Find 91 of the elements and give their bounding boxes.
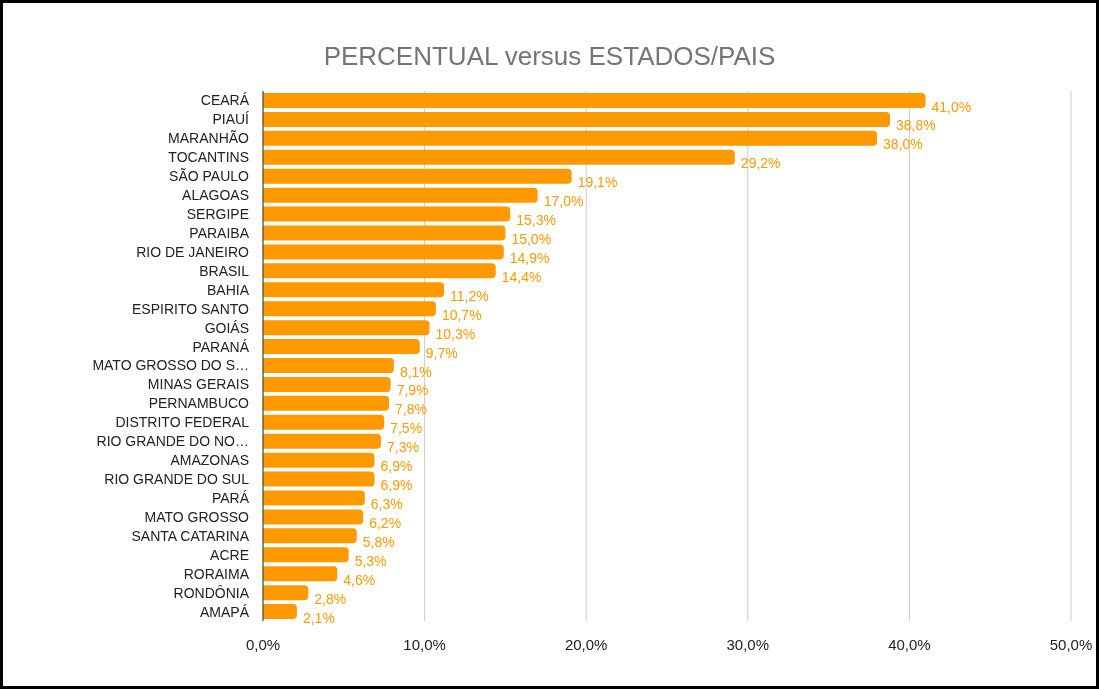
data-label: 7,9% [396, 382, 429, 399]
bar [263, 395, 390, 411]
data-label: 5,8% [362, 533, 395, 550]
x-tick-label: 0,0% [245, 635, 281, 653]
bar [263, 452, 375, 468]
bar [263, 225, 506, 241]
y-tick-label: AMAZONAS [170, 452, 249, 469]
y-tick-label: AMAPÁ [199, 603, 250, 620]
bar [263, 93, 926, 108]
y-tick-label: RORAIMA [183, 565, 250, 582]
data-label: 10,7% [441, 306, 482, 323]
data-label: 7,3% [386, 439, 419, 456]
y-tick-label: SERGIPE [186, 206, 249, 223]
y-tick-label: PARÁ [211, 489, 250, 506]
data-label: 29,2% [740, 155, 781, 172]
y-tick-label: RONDÔNIA [173, 584, 250, 601]
data-label: 8,1% [399, 363, 432, 380]
bar [263, 490, 365, 506]
bar [263, 547, 349, 563]
bar [263, 358, 394, 373]
bar [263, 604, 297, 620]
y-tick-label: SÃO PAULO [169, 168, 250, 185]
data-label: 7,8% [395, 401, 427, 418]
x-tick-label: 40,0% [888, 635, 931, 653]
data-label: 10,3% [435, 325, 476, 342]
y-tick-label: ACRE [210, 546, 249, 563]
data-label: 4,6% [343, 571, 376, 588]
y-tick-label: PARAIBA [189, 224, 250, 241]
data-label: 6,9% [380, 458, 413, 475]
y-tick-label: SANTA CATARINA [131, 527, 250, 544]
bar [263, 244, 504, 260]
bar [263, 187, 538, 203]
bar [263, 320, 430, 336]
bar [263, 566, 338, 582]
data-label: 2,8% [314, 590, 347, 607]
bar [263, 301, 436, 317]
y-tick-label: MARANHÃO [168, 130, 250, 147]
y-tick-label: GOIÁS [204, 319, 249, 336]
y-tick-label: PARANÁ [192, 338, 250, 355]
y-tick-label: RIO DE JANEIRO [136, 243, 250, 260]
y-tick-label: ESPIRITO SANTO [132, 300, 250, 317]
data-label: 14,9% [509, 249, 550, 266]
data-label: 2,1% [302, 609, 335, 626]
data-label: 15,0% [511, 231, 552, 247]
bar [263, 111, 891, 127]
bar [263, 339, 420, 355]
y-tick-label: MATO GROSSO DO S… [92, 357, 249, 374]
bar [263, 168, 572, 184]
x-tick-label: 50,0% [1049, 635, 1093, 653]
bar [263, 509, 364, 525]
data-label: 38,8% [896, 117, 936, 134]
bar [263, 585, 309, 601]
y-tick-label: MINAS GERAIS [147, 376, 249, 393]
y-tick-label: CEARÁ [200, 92, 250, 109]
x-tick-label: 30,0% [726, 635, 770, 653]
y-tick-label: PERNAMBUCO [148, 395, 250, 412]
bar [263, 206, 511, 222]
bar [263, 376, 391, 392]
y-tick-label: DISTRITO FEDERAL [115, 414, 250, 431]
y-tick-label: BAHIA [206, 281, 250, 298]
bar [263, 263, 496, 279]
chart-title: PERCENTUAL versus ESTADOS/PAIS [322, 41, 777, 72]
data-label: 6,3% [370, 496, 403, 512]
bar [263, 433, 381, 449]
y-tick-label: PIAUÍ [212, 111, 250, 128]
data-label: 38,0% [883, 136, 923, 153]
data-label: 19,1% [577, 174, 618, 191]
data-label: 11,2% [449, 287, 489, 304]
bar [263, 528, 357, 544]
data-label: 15,3% [516, 212, 556, 229]
data-label: 5,3% [354, 552, 387, 569]
x-tick-label: 20,0% [564, 635, 608, 653]
data-label: 17,0% [543, 193, 584, 210]
x-tick-label: 10,0% [403, 635, 446, 653]
y-tick-label: RIO GRANDE DO SUL [104, 471, 250, 488]
y-tick-label: BRASIL [199, 262, 250, 279]
data-label: 6,9% [380, 477, 413, 494]
data-label: 14,4% [501, 268, 542, 285]
data-label: 41,0% [931, 98, 972, 115]
bar [263, 414, 385, 430]
bar [263, 149, 735, 165]
bar [263, 282, 444, 298]
bar [263, 471, 375, 487]
bar [263, 130, 878, 146]
y-tick-label: ALAGOAS [182, 187, 249, 204]
y-tick-label: MATO GROSSO [144, 508, 250, 525]
data-label: 9,7% [425, 344, 458, 361]
data-label: 6,2% [369, 514, 402, 531]
data-label: 7,5% [390, 420, 423, 437]
y-tick-label: RIO GRANDE DO NO… [96, 433, 249, 450]
y-tick-label: TOCANTINS [168, 149, 249, 166]
